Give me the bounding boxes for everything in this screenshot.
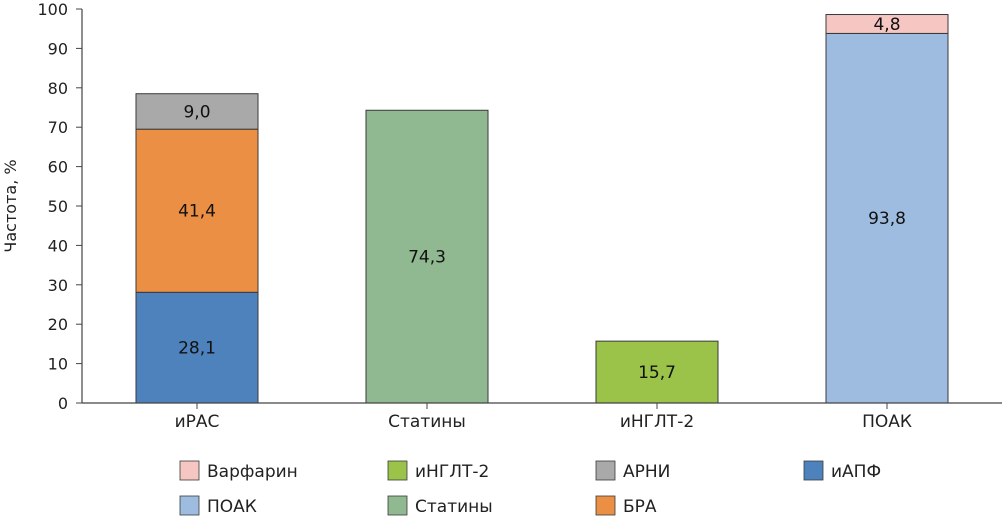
- y-tick-label: 60: [48, 158, 68, 177]
- legend-swatch: [179, 460, 200, 481]
- y-tick-label: 40: [48, 236, 68, 255]
- data-label: 41,4: [178, 202, 216, 222]
- data-label: 28,1: [178, 339, 216, 359]
- bar-segment: [825, 14, 949, 34]
- legend-label: ПОАК: [207, 497, 257, 517]
- bar-segment: [135, 93, 259, 130]
- y-tick-label: 100: [37, 0, 68, 19]
- bar-segment: [595, 340, 719, 404]
- x-tick-label: ПОАК: [862, 412, 912, 432]
- y-tick-label: 0: [58, 394, 68, 413]
- data-label: 9,0: [183, 102, 210, 122]
- legend-swatch: [595, 460, 616, 481]
- data-label: 93,8: [868, 209, 906, 229]
- legend-label: БРА: [623, 497, 657, 517]
- x-axis: иРАС Статины иНГЛТ-2 ПОАК: [175, 403, 912, 432]
- legend-swatch: [595, 495, 616, 516]
- y-tick-label: 10: [48, 355, 68, 374]
- legend-swatch: [179, 495, 200, 516]
- y-axis: 0 10 20 30 40 50 60 70 80 90 100: [37, 0, 82, 413]
- x-tick-label: иНГЛТ-2: [620, 412, 694, 432]
- legend-label: АРНИ: [623, 462, 670, 482]
- legend-swatch: [803, 460, 824, 481]
- x-tick-label: Статины: [388, 412, 466, 432]
- y-tick-label: 50: [48, 197, 68, 216]
- x-tick-label: иРАС: [175, 412, 220, 432]
- bars: 28,1 41,4 9,0 74,3 15,7 93,8 4,8: [135, 14, 949, 404]
- data-label: 15,7: [638, 363, 676, 383]
- legend-swatch: [387, 495, 408, 516]
- bar-segment: [365, 109, 489, 404]
- y-tick-label: 90: [48, 39, 68, 58]
- data-label: 74,3: [408, 248, 446, 268]
- y-tick-label: 70: [48, 118, 68, 137]
- legend-label: иНГЛТ-2: [415, 462, 489, 482]
- bar-segment: [135, 291, 259, 404]
- bar-segment: [135, 128, 259, 293]
- bar-segment: [825, 32, 949, 404]
- y-tick-label: 80: [48, 79, 68, 98]
- data-label: 4,8: [873, 15, 900, 35]
- y-axis-label: Частота, %: [1, 159, 20, 252]
- y-tick-label: 30: [48, 276, 68, 295]
- legend: Варфарин иНГЛТ-2 АРНИ иАПФ ПОАК Статины БРА: [179, 460, 881, 517]
- legend-label: иАПФ: [831, 462, 881, 482]
- legend-label: Варфарин: [207, 462, 298, 482]
- legend-label: Статины: [415, 497, 493, 517]
- y-tick-label: 20: [48, 315, 68, 334]
- legend-swatch: [387, 460, 408, 481]
